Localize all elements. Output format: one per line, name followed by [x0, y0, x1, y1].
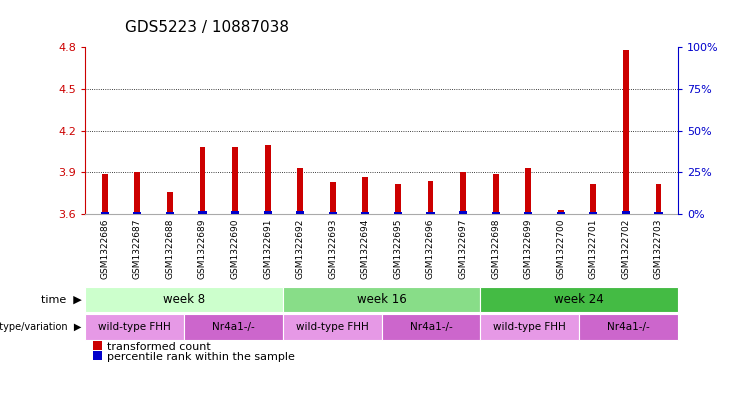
Text: GSM1322693: GSM1322693 — [328, 218, 337, 279]
Text: GSM1322690: GSM1322690 — [230, 218, 239, 279]
Text: GSM1322698: GSM1322698 — [491, 218, 500, 279]
Text: wild-type FHH: wild-type FHH — [494, 322, 566, 332]
Bar — [231, 211, 239, 214]
Bar — [297, 168, 303, 214]
Text: percentile rank within the sample: percentile rank within the sample — [107, 352, 296, 362]
Text: GSM1322692: GSM1322692 — [296, 218, 305, 279]
Text: time  ▶: time ▶ — [41, 295, 82, 305]
Text: GSM1322703: GSM1322703 — [654, 218, 663, 279]
Text: GSM1322696: GSM1322696 — [426, 218, 435, 279]
Bar — [134, 173, 140, 214]
Bar — [591, 184, 597, 214]
Text: wild-type FHH: wild-type FHH — [296, 322, 368, 332]
Text: Nr4a1-/-: Nr4a1-/- — [410, 322, 453, 332]
Bar — [622, 211, 630, 214]
Bar — [85, 287, 283, 312]
Text: GSM1322699: GSM1322699 — [524, 218, 533, 279]
Bar — [283, 314, 382, 340]
Bar — [329, 212, 337, 214]
Text: GSM1322691: GSM1322691 — [263, 218, 272, 279]
Bar — [199, 211, 207, 214]
Text: GSM1322702: GSM1322702 — [622, 218, 631, 279]
Bar — [265, 145, 270, 214]
Bar — [166, 212, 174, 214]
Text: Nr4a1-/-: Nr4a1-/- — [212, 322, 255, 332]
Bar — [167, 192, 173, 214]
Bar — [623, 50, 629, 214]
Bar — [101, 212, 109, 214]
Bar — [283, 287, 480, 312]
Text: wild-type FHH: wild-type FHH — [99, 322, 171, 332]
Text: GSM1322687: GSM1322687 — [133, 218, 142, 279]
Bar — [524, 212, 532, 214]
Text: week 16: week 16 — [356, 293, 407, 306]
Bar — [199, 147, 205, 214]
Bar — [525, 168, 531, 214]
Bar — [460, 173, 466, 214]
Bar — [426, 212, 434, 214]
Text: week 8: week 8 — [163, 293, 205, 306]
Bar — [382, 314, 480, 340]
Bar — [133, 212, 142, 214]
Bar — [184, 314, 283, 340]
Text: GSM1322697: GSM1322697 — [459, 218, 468, 279]
Text: transformed count: transformed count — [107, 342, 211, 353]
Bar — [232, 147, 238, 214]
Bar — [493, 174, 499, 214]
Bar — [393, 212, 402, 214]
Bar — [491, 212, 499, 214]
Bar — [395, 184, 401, 214]
Bar — [428, 181, 433, 214]
Text: GSM1322700: GSM1322700 — [556, 218, 565, 279]
Text: GSM1322686: GSM1322686 — [100, 218, 109, 279]
Text: GSM1322689: GSM1322689 — [198, 218, 207, 279]
Bar — [654, 212, 662, 214]
Text: genotype/variation  ▶: genotype/variation ▶ — [0, 322, 82, 332]
Text: GSM1322694: GSM1322694 — [361, 218, 370, 279]
Bar — [556, 212, 565, 214]
Bar — [85, 314, 184, 340]
Bar — [330, 182, 336, 214]
Bar — [480, 287, 678, 312]
Text: GDS5223 / 10887038: GDS5223 / 10887038 — [125, 20, 290, 35]
Text: Nr4a1-/-: Nr4a1-/- — [607, 322, 650, 332]
Bar — [656, 184, 662, 214]
Bar — [296, 211, 305, 214]
Text: GSM1322688: GSM1322688 — [165, 218, 174, 279]
Bar — [589, 212, 597, 214]
Text: week 24: week 24 — [554, 293, 604, 306]
Bar — [362, 176, 368, 214]
Bar — [459, 211, 467, 214]
Bar — [480, 314, 579, 340]
Bar — [362, 212, 370, 214]
Text: GSM1322701: GSM1322701 — [589, 218, 598, 279]
Text: GSM1322695: GSM1322695 — [393, 218, 402, 279]
Bar — [579, 314, 678, 340]
Bar — [264, 211, 272, 214]
Bar — [558, 210, 564, 214]
Bar — [102, 174, 107, 214]
